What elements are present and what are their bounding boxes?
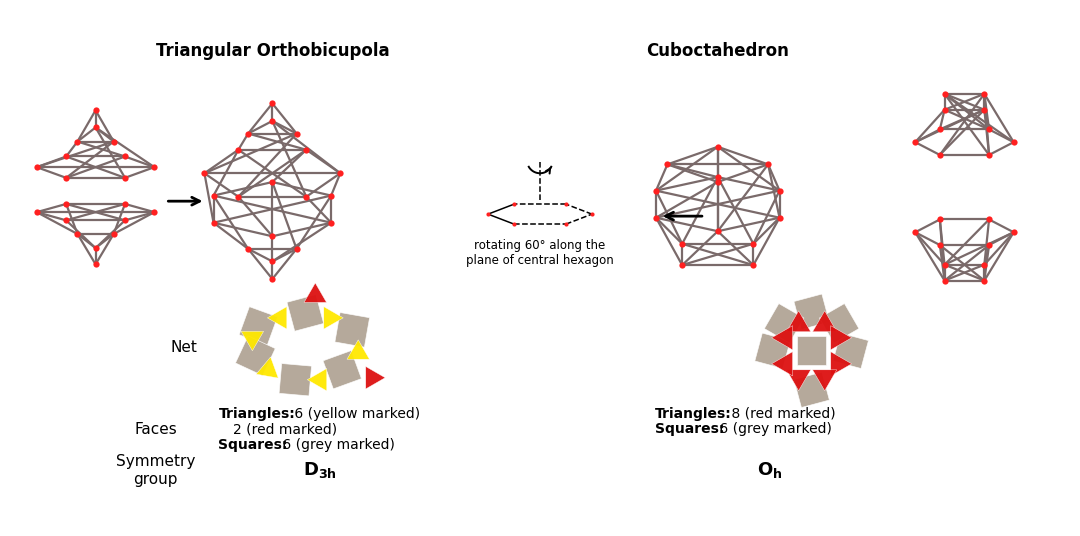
Polygon shape bbox=[786, 370, 811, 391]
Polygon shape bbox=[305, 283, 326, 302]
Polygon shape bbox=[323, 351, 362, 389]
Polygon shape bbox=[797, 336, 826, 365]
Polygon shape bbox=[279, 363, 311, 396]
Text: Squares:: Squares: bbox=[654, 422, 725, 436]
Polygon shape bbox=[235, 336, 275, 376]
Polygon shape bbox=[287, 295, 324, 331]
Text: Triangles:: Triangles: bbox=[654, 407, 731, 421]
Text: Cuboctahedron: Cuboctahedron bbox=[646, 42, 789, 59]
Polygon shape bbox=[324, 307, 343, 329]
Polygon shape bbox=[335, 312, 369, 347]
Text: Net: Net bbox=[171, 340, 198, 355]
Text: rotating 60° along the
plane of central hexagon: rotating 60° along the plane of central … bbox=[467, 239, 613, 267]
Polygon shape bbox=[268, 307, 287, 329]
Text: 2 (red marked): 2 (red marked) bbox=[233, 422, 338, 436]
Polygon shape bbox=[771, 352, 793, 376]
Polygon shape bbox=[771, 326, 793, 350]
Polygon shape bbox=[241, 331, 264, 351]
Text: $\mathbf{D_{3h}}$: $\mathbf{D_{3h}}$ bbox=[303, 460, 337, 480]
Text: 6 (grey marked): 6 (grey marked) bbox=[279, 437, 395, 451]
Polygon shape bbox=[256, 357, 279, 378]
Polygon shape bbox=[366, 367, 386, 389]
Polygon shape bbox=[820, 303, 859, 343]
Text: $\mathbf{O_h}$: $\mathbf{O_h}$ bbox=[757, 460, 782, 480]
Polygon shape bbox=[765, 303, 804, 343]
Text: 8 (red marked): 8 (red marked) bbox=[727, 407, 836, 421]
Text: Symmetry
group: Symmetry group bbox=[116, 455, 195, 487]
Polygon shape bbox=[833, 333, 868, 368]
Polygon shape bbox=[786, 311, 811, 332]
Polygon shape bbox=[239, 307, 278, 345]
Polygon shape bbox=[831, 352, 852, 376]
Text: Faces: Faces bbox=[134, 422, 177, 437]
Text: Triangles:: Triangles: bbox=[218, 407, 295, 421]
Polygon shape bbox=[812, 311, 837, 332]
Polygon shape bbox=[794, 294, 829, 330]
Text: Triangular Orthobicupola: Triangular Orthobicupola bbox=[156, 42, 389, 59]
Polygon shape bbox=[347, 340, 369, 359]
Polygon shape bbox=[755, 333, 791, 368]
Text: 6 (grey marked): 6 (grey marked) bbox=[715, 422, 832, 436]
Polygon shape bbox=[308, 368, 327, 391]
Polygon shape bbox=[794, 372, 829, 407]
Text: 6 (yellow marked): 6 (yellow marked) bbox=[291, 407, 420, 421]
Polygon shape bbox=[812, 370, 837, 391]
Polygon shape bbox=[831, 326, 852, 350]
Text: Squares:: Squares: bbox=[218, 437, 287, 451]
